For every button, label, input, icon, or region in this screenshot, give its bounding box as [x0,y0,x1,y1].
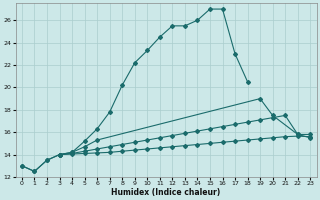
X-axis label: Humidex (Indice chaleur): Humidex (Indice chaleur) [111,188,221,197]
